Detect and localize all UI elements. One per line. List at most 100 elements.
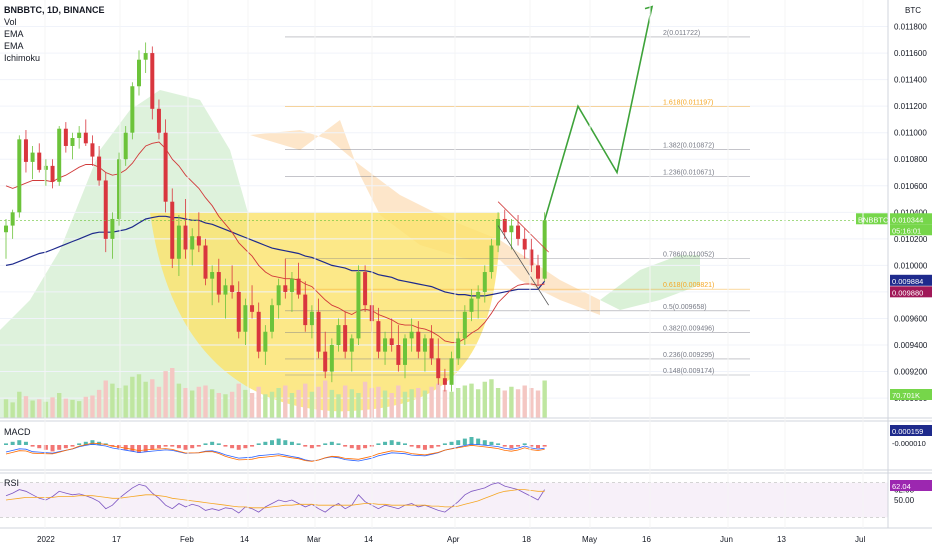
- volume-bar: [362, 381, 368, 418]
- volume-bar: [143, 381, 148, 418]
- candle-body: [223, 285, 228, 295]
- volume-bar: [43, 401, 49, 418]
- volume-bar: [449, 391, 454, 418]
- volume-bar: [150, 379, 155, 418]
- volume-bar: [103, 380, 108, 418]
- candle-body: [156, 108, 161, 133]
- macd-histogram-bar: [17, 440, 22, 445]
- macd-histogram-bar: [309, 445, 314, 449]
- candle-body: [57, 128, 62, 182]
- candle-body: [403, 338, 407, 365]
- macd-histogram-bar: [403, 443, 407, 445]
- candle-body: [289, 278, 294, 292]
- time-tick: 16: [642, 535, 651, 544]
- volume-bar: [303, 383, 308, 418]
- candle-body: [97, 156, 102, 181]
- candle-body: [489, 245, 494, 273]
- macd-histogram-bar: [250, 445, 255, 447]
- candle-body: [522, 238, 527, 250]
- macd-histogram-bar: [270, 440, 274, 445]
- legend-ema-2[interactable]: EMA: [4, 41, 24, 51]
- candle-body: [509, 225, 514, 233]
- volume-tag-bg: [890, 389, 932, 400]
- countdown-tag-bg: [890, 224, 932, 236]
- volume-bar: [309, 391, 315, 418]
- candle-body: [70, 138, 75, 146]
- macd-histogram-bar: [223, 445, 228, 447]
- candle-body: [396, 345, 401, 365]
- volume-bar: [57, 393, 62, 418]
- candle-body: [110, 218, 115, 239]
- candle-body: [216, 272, 221, 295]
- fib-label: 0.382(0.009496): [663, 325, 714, 332]
- macd-histogram-bar: [216, 443, 221, 445]
- candle-body: [502, 218, 507, 233]
- volume-bar: [389, 393, 394, 418]
- volume-bar: [329, 389, 335, 418]
- time-tick: 13: [777, 535, 786, 544]
- macd-histogram-bar: [23, 441, 28, 445]
- macd-histogram-bar: [489, 441, 494, 445]
- price-tick: 0.011600: [894, 49, 927, 58]
- candle-body: [77, 132, 82, 139]
- macd-histogram-bar: [77, 443, 82, 445]
- volume-bar: [229, 391, 235, 418]
- fib-label: 1.236(0.010671): [663, 169, 714, 176]
- candle-body: [256, 311, 261, 352]
- candle-body: [416, 331, 421, 352]
- legend-symbol[interactable]: BNBBTC, 1D, BINANCE: [4, 5, 105, 15]
- candle-body: [150, 53, 155, 109]
- price-tick: 0.009200: [894, 368, 928, 377]
- candle-body: [50, 165, 55, 182]
- volume-bar: [502, 390, 507, 418]
- volume-bar: [10, 402, 15, 418]
- volume-bar: [63, 398, 69, 418]
- candle-body: [230, 285, 235, 292]
- macd-value-tag: 0.000159: [892, 427, 923, 436]
- candle-body: [349, 338, 354, 352]
- volume-bar: [90, 395, 95, 418]
- legend-ema-1[interactable]: EMA: [4, 29, 24, 39]
- chart-legend: BNBBTC, 1D, BINANCE Vol EMA EMA Ichimoku: [4, 4, 105, 64]
- volume-bar: [376, 386, 381, 418]
- price-tick: 0.011800: [894, 23, 927, 32]
- time-tick: 18: [522, 535, 531, 544]
- volume-bar: [116, 388, 122, 418]
- candle-body: [270, 305, 274, 332]
- candle-body: [436, 358, 441, 379]
- candle-body: [329, 345, 334, 372]
- macd-histogram-bar: [190, 445, 195, 449]
- candle-body: [536, 265, 540, 279]
- macd-histogram-bar: [196, 445, 201, 447]
- candle-body: [422, 338, 427, 352]
- legend-vol[interactable]: Vol: [4, 17, 17, 27]
- candle-body: [389, 338, 394, 346]
- candle-body: [376, 321, 381, 352]
- price-tick: 0.010600: [894, 182, 928, 191]
- time-tick: Feb: [180, 535, 194, 544]
- countdown-tag: 05:16:01: [892, 226, 921, 235]
- volume-bar: [256, 386, 261, 418]
- time-tick: Mar: [307, 535, 321, 544]
- volume-bar: [123, 385, 128, 418]
- macd-histogram-bar: [522, 443, 527, 445]
- candle-body: [309, 311, 314, 326]
- macd-hist-tag-bg: [890, 437, 932, 448]
- macd-histogram-bar: [236, 445, 241, 450]
- volume-bar: [289, 393, 295, 418]
- time-tick: May: [582, 535, 597, 544]
- candle-body: [263, 331, 268, 352]
- price-tick: 0.009400: [894, 341, 928, 350]
- fib-label: 0.148(0.009174): [663, 368, 714, 375]
- macd-histogram-bar: [482, 440, 487, 445]
- candle-body: [103, 180, 108, 239]
- macd-label[interactable]: MACD: [4, 427, 31, 437]
- rsi-label[interactable]: RSI: [4, 478, 20, 488]
- rsi-panel[interactable]: [0, 482, 888, 518]
- volume-bar: [276, 388, 281, 418]
- volume-bar: [130, 376, 135, 418]
- macd-histogram-bar: [4, 443, 8, 445]
- legend-ichimoku[interactable]: Ichimoku: [4, 53, 41, 63]
